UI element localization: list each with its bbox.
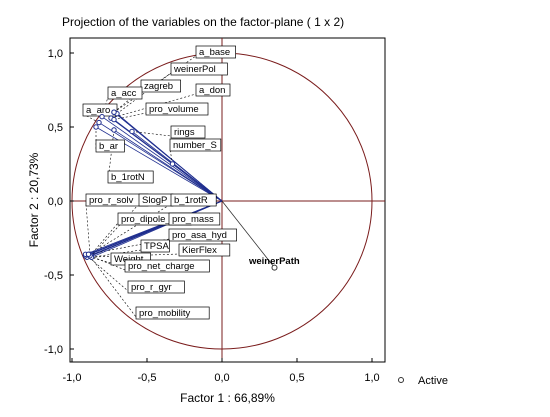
x-tick-label: 1,0 [364,372,379,384]
variable-label: TPSA [144,241,169,252]
label-leader [107,129,115,182]
x-tick-label: -0,5 [138,372,157,384]
variable-label: pro_volume [149,104,199,115]
label-box [140,79,181,93]
label-box [195,83,231,97]
variable-label: number_S [173,140,217,151]
label-box [178,243,231,257]
label-box [135,306,210,320]
label-leader [89,222,119,256]
label-leader [85,254,129,292]
variable-point [111,127,117,133]
variable-label: pro_mobility [139,308,190,319]
label-leader [88,254,137,318]
y-tick-label: -1,0 [44,344,63,356]
loading-vector [221,200,275,268]
y-axis-label: Factor 2 : 20,73% [27,152,41,247]
variable-label: b_1rotR [174,195,208,206]
label-box [107,86,143,100]
loading-vector [113,111,223,202]
loading-vector [95,126,223,202]
variable-point [111,116,117,123]
y-tick-label: -0,5 [44,270,63,282]
variable-point [111,109,117,115]
loading-vector [101,116,223,202]
label-box [170,62,228,76]
label-leader [85,203,91,255]
variable-label: a_base [199,47,230,58]
x-axis-label: Factor 1 : 66,89% [180,391,275,405]
label-leader [169,148,173,165]
x-tick-label: -1,0 [63,372,82,384]
variable-label: a_acc [111,88,137,99]
legend-entry-active: Active [418,375,448,387]
legend-marker [398,377,404,383]
chart-title: Projection of the variables on the facto… [62,15,344,29]
label-box [195,45,236,59]
loading-vector [88,200,223,255]
y-tick-label: 0,0 [48,196,63,208]
label-box [168,228,237,242]
label-box [168,212,221,226]
variable-point [129,128,135,135]
variable-label: Weight [114,254,144,265]
variable-point [99,113,105,120]
label-box [95,139,125,153]
label-leader [131,131,172,137]
x-tick-label: 0,0 [214,372,229,384]
label-leader [101,96,109,117]
variable-label: SlogP [142,195,167,206]
variable-label: pro_asa_hyd [172,230,227,241]
label-leader [82,113,100,123]
variable-label: weinerPol [173,64,216,75]
variable-point [271,264,278,271]
label-box [127,280,185,294]
label-box [140,239,170,253]
variable-point [169,161,176,167]
variable-label: b_ar [99,141,118,152]
variable-point [85,251,92,257]
label-box [170,193,217,207]
variable-label: b_1rotN [111,172,145,183]
loading-vector [113,129,223,202]
variable-label: pro_mass [172,214,214,225]
variable-label: pro_r_gyr [131,282,172,293]
label-leader [113,112,147,120]
label-box [124,259,210,273]
variable-point [93,124,99,130]
label-box [169,138,222,152]
variable-point [96,119,102,126]
label-leader [86,253,180,258]
variable-label: pro_dipole_m [121,214,179,225]
label-box [107,170,154,184]
x-tick-label: 0,5 [289,372,304,384]
variable-label: weinerPath [248,256,300,267]
variable-label: KierFlex [182,245,217,256]
variable-label: pro_r_solv [89,195,134,206]
variable-label: a_don [199,85,225,96]
legend: Active [398,375,448,387]
variable-label: pro_net_charge [128,261,195,272]
variable-label: a_aro [86,105,110,116]
variable-label: zagreb [144,81,173,92]
label-box [170,125,206,139]
variable-label: rings [174,127,195,138]
y-tick-label: 1,0 [48,48,63,60]
y-tick-label: 0,5 [48,122,63,134]
label-box [145,102,209,116]
